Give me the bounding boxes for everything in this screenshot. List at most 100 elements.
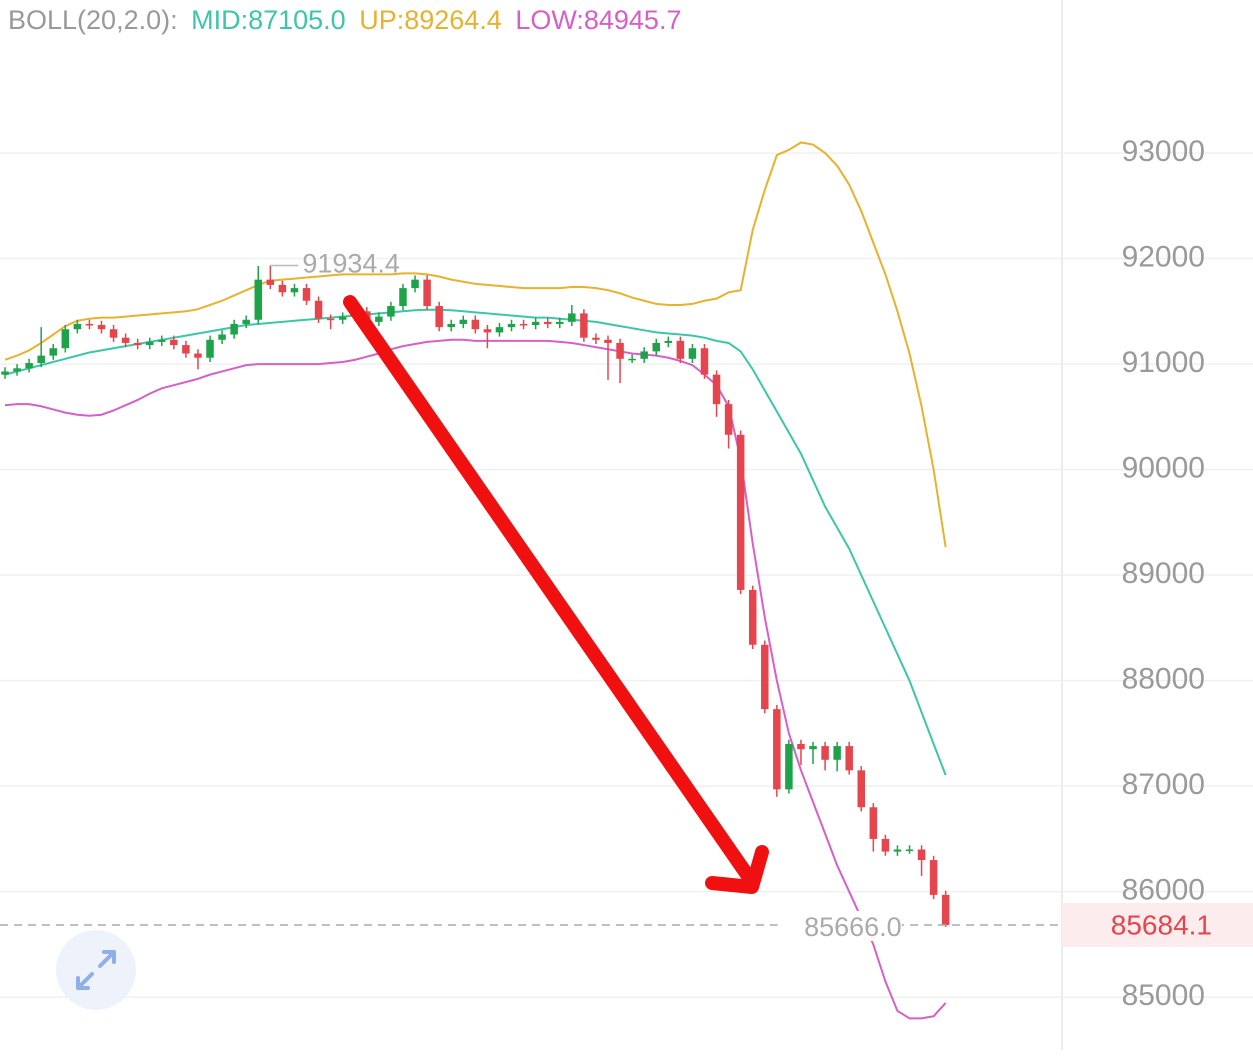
candle-body (688, 348, 697, 359)
candle-body (218, 334, 226, 340)
indicator-name: BOLL(20,2.0): (8, 5, 178, 35)
candle-body (25, 363, 33, 369)
candle-body (881, 838, 890, 852)
candle-body (302, 288, 311, 301)
candle-body (640, 351, 648, 359)
candle-body (941, 894, 950, 926)
candle-body (797, 743, 805, 750)
candle-body (170, 339, 178, 346)
band-line (4, 308, 947, 776)
candle-body (97, 325, 106, 330)
y-tick-label: 88000 (1122, 663, 1205, 696)
y-tick-label: 92000 (1122, 240, 1205, 273)
candle-body (242, 319, 250, 324)
candle-body (206, 339, 214, 358)
candle-body (833, 746, 841, 760)
candle-body (13, 368, 21, 372)
candle-body (893, 849, 902, 852)
arrow-shaft (343, 295, 755, 883)
candle-body (338, 316, 347, 320)
y-tick-label: 85000 (1122, 979, 1205, 1012)
candle-body (821, 746, 829, 760)
band-line (4, 141, 947, 548)
candle-body (507, 323, 516, 328)
candle-body (387, 306, 395, 317)
candle-body (133, 342, 142, 346)
candle-body (929, 860, 938, 895)
y-tick-label: 90000 (1122, 452, 1205, 485)
candle-body (556, 321, 564, 324)
indicator-header: BOLL(20,2.0): MID:87105.0 UP:89264.4 LOW… (8, 5, 681, 35)
candle-body (230, 323, 238, 335)
candle-body (109, 329, 118, 338)
legend-up: UP:89264.4 (359, 5, 502, 35)
candle-body (724, 404, 733, 435)
candle-body (290, 288, 299, 293)
candle-body (411, 279, 419, 289)
expand-button[interactable] (56, 930, 136, 1010)
y-tick-label: 87000 (1122, 768, 1205, 801)
candle-body (399, 288, 407, 307)
candle-body (254, 279, 263, 320)
candle-body (194, 353, 202, 358)
candle-body (785, 743, 793, 790)
candle-body (471, 319, 480, 330)
expand-icon[interactable] (76, 950, 116, 990)
min-label-bg (777, 910, 902, 941)
candle-body (628, 358, 636, 361)
candle-body (580, 313, 588, 338)
bollinger-bands (4, 141, 947, 1020)
candle-body (592, 337, 600, 340)
candle-body (326, 318, 335, 321)
candle-body (700, 348, 709, 375)
last-price-label: 85684.1 (1111, 909, 1212, 940)
candle-body (616, 342, 624, 359)
candle-body (435, 306, 443, 328)
candle-body (712, 374, 721, 405)
candle-body (543, 321, 552, 324)
annotations: 91934.4 85666.0 85684.1 (0, 249, 1253, 948)
candle-body (809, 746, 817, 750)
candle-body (375, 316, 383, 322)
candle-body (158, 339, 166, 342)
band-line (4, 338, 947, 1020)
y-tick-label: 91000 (1122, 346, 1205, 379)
y-tick-label: 86000 (1122, 874, 1205, 907)
max-label: 91934.4 (302, 249, 400, 279)
candle-body (676, 340, 685, 359)
candle-body (37, 355, 45, 364)
y-tick-label: 89000 (1122, 557, 1205, 590)
candle-body (773, 709, 781, 790)
expand-bg[interactable] (56, 930, 136, 1010)
legend-mid: MID:87105.0 (191, 5, 346, 35)
last-price-bg (1062, 903, 1253, 948)
candle-body (49, 348, 57, 356)
candle-body (736, 434, 745, 590)
candle-body (85, 323, 94, 326)
candle-body (604, 339, 612, 343)
candle-body (278, 284, 287, 293)
candle-body (61, 329, 70, 349)
min-label: 85666.0 (804, 912, 902, 942)
candle-body (1, 371, 9, 375)
candles (1, 265, 950, 927)
candle-body (519, 323, 528, 326)
candle-body (483, 329, 492, 333)
candle-body (761, 644, 769, 710)
candle-body (495, 327, 504, 333)
candle-body (568, 313, 576, 322)
candle-body (917, 849, 926, 861)
candle-body (73, 323, 82, 330)
trend-arrow (343, 295, 769, 894)
candle-body (423, 279, 431, 307)
candle-body (652, 342, 660, 352)
candle-body (531, 321, 540, 326)
candle-body (447, 323, 455, 328)
candle-body (266, 279, 275, 285)
candle-body (459, 319, 468, 324)
y-tick-label: 93000 (1122, 135, 1205, 168)
candle-body (314, 300, 323, 319)
candle-body (145, 341, 154, 346)
